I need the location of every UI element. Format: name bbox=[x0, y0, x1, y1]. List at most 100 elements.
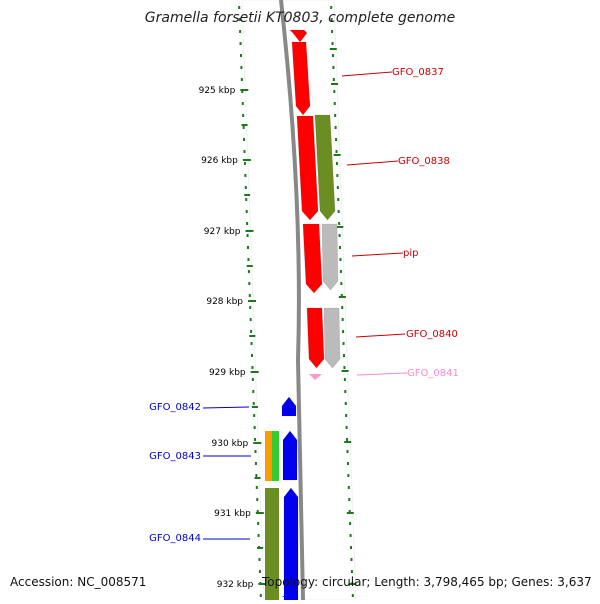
ruler-dot-right bbox=[331, 42, 334, 45]
ruler-dot-left bbox=[244, 174, 247, 177]
gene-arrow-red bbox=[302, 223, 323, 294]
ruler-dot-left bbox=[249, 306, 252, 309]
right-ruler-tick bbox=[349, 583, 357, 585]
ruler-dot-left bbox=[256, 498, 259, 501]
gene-bar-green bbox=[272, 431, 279, 481]
ruler-dot-left bbox=[254, 450, 257, 453]
major-tick bbox=[248, 300, 257, 302]
leader-line bbox=[202, 406, 250, 409]
ruler-dot-right bbox=[332, 66, 335, 69]
ruler-dot-left bbox=[239, 54, 242, 57]
ruler-dot-right bbox=[332, 78, 335, 81]
ruler-dot-left bbox=[259, 594, 262, 597]
gene-label: GFO_0840 bbox=[406, 329, 458, 340]
minor-tick bbox=[254, 477, 261, 479]
ruler-dot-left bbox=[247, 270, 250, 273]
ruler-dot-left bbox=[253, 414, 256, 417]
ruler-dot-left bbox=[240, 78, 243, 81]
major-tick bbox=[245, 230, 254, 232]
ruler-dot-left bbox=[242, 126, 245, 129]
ruler-dot-left bbox=[238, 18, 241, 21]
gene-features bbox=[265, 0, 341, 601]
gene-arrow-blue bbox=[281, 396, 297, 417]
ruler-dot-right bbox=[335, 138, 338, 141]
gene-label: GFO_0837 bbox=[392, 67, 444, 78]
ruler-dot-right bbox=[342, 354, 345, 357]
ruler-dot-right bbox=[348, 498, 351, 501]
tick-label: 927 kbp bbox=[204, 227, 241, 237]
ruler-dot-right bbox=[339, 258, 342, 261]
minor-tick bbox=[246, 265, 253, 267]
ruler-dot-left bbox=[251, 378, 254, 381]
leader-line bbox=[351, 252, 404, 257]
tick-label: 930 kbp bbox=[212, 439, 249, 449]
gene-arrow-red bbox=[296, 115, 319, 221]
ruler-dot-right bbox=[330, 18, 333, 21]
ruler-dot-left bbox=[250, 354, 253, 357]
ruler-dot-left bbox=[248, 294, 251, 297]
tick-label: 925 kbp bbox=[199, 86, 236, 96]
ruler-dot-right bbox=[338, 222, 341, 225]
ruler-dot-left bbox=[254, 438, 257, 441]
ruler-dot-left bbox=[249, 318, 252, 321]
ruler-dot-right bbox=[345, 414, 348, 417]
major-tick bbox=[258, 583, 267, 585]
minor-tick bbox=[251, 406, 258, 408]
ruler-dot-right bbox=[350, 558, 353, 561]
ruler-dot-left bbox=[246, 222, 249, 225]
ruler-dot-left bbox=[252, 390, 255, 393]
ruler-dot-left bbox=[243, 162, 246, 165]
ruler-dot-right bbox=[339, 270, 342, 273]
accession-text: Accession: NC_008571 bbox=[10, 575, 147, 589]
ruler-dot-right bbox=[337, 198, 340, 201]
ruler-dot-right bbox=[349, 522, 352, 525]
summary-text: Topology: circular; Length: 3,798,465 bp… bbox=[262, 575, 592, 589]
tick-label: 931 kbp bbox=[214, 509, 251, 519]
right-ruler-tick bbox=[333, 154, 341, 156]
ruler-dot-right bbox=[342, 342, 345, 345]
ruler-dot-left bbox=[258, 570, 261, 573]
ruler-dot-left bbox=[242, 114, 245, 117]
right-ruler-tick bbox=[341, 370, 349, 372]
ruler-dot-right bbox=[341, 306, 344, 309]
ruler-dot-right bbox=[337, 210, 340, 213]
gene-bar-olive bbox=[265, 488, 279, 600]
right-ruler-tick bbox=[331, 83, 339, 85]
ruler-dot-left bbox=[238, 6, 241, 9]
right-ruler-tick bbox=[329, 48, 337, 50]
gene-label: GFO_0841 bbox=[407, 368, 459, 379]
gene-bar-orange bbox=[265, 431, 272, 481]
gene-arrow-gray bbox=[321, 223, 339, 291]
ruler-dot-right bbox=[334, 114, 337, 117]
ruler-dot-right bbox=[333, 102, 336, 105]
ruler-dot-left bbox=[254, 462, 257, 465]
ruler-dot-left bbox=[243, 138, 246, 141]
gene-label: GFO_0844 bbox=[149, 533, 201, 544]
right-ruler-tick bbox=[336, 226, 344, 228]
tick-label: 928 kbp bbox=[206, 297, 243, 307]
ruler-dot-right bbox=[331, 30, 334, 33]
ruler-dot-right bbox=[342, 330, 345, 333]
leader-line bbox=[341, 71, 393, 77]
right-ruler-tick bbox=[344, 441, 352, 443]
gene-label: GFO_0838 bbox=[398, 156, 450, 167]
gene-arrow-red bbox=[291, 41, 311, 116]
gene-arrow-pink bbox=[309, 374, 322, 380]
ruler-dot-right bbox=[345, 426, 348, 429]
minor-tick bbox=[257, 547, 264, 549]
ruler-dot-left bbox=[251, 366, 254, 369]
tick-label: 932 kbp bbox=[217, 580, 254, 590]
leader-line bbox=[346, 160, 399, 166]
ruler-dot-left bbox=[256, 510, 259, 513]
ruler-dot-right bbox=[343, 378, 346, 381]
ruler-dot-right bbox=[330, 6, 333, 9]
major-tick bbox=[253, 442, 262, 444]
ruler-dot-right bbox=[338, 234, 341, 237]
gene-arrow-red bbox=[306, 307, 325, 369]
leader-line bbox=[355, 333, 406, 338]
right-ruler-tick bbox=[346, 512, 354, 514]
label-leaders bbox=[202, 71, 408, 540]
ruler-dot-right bbox=[350, 546, 353, 549]
